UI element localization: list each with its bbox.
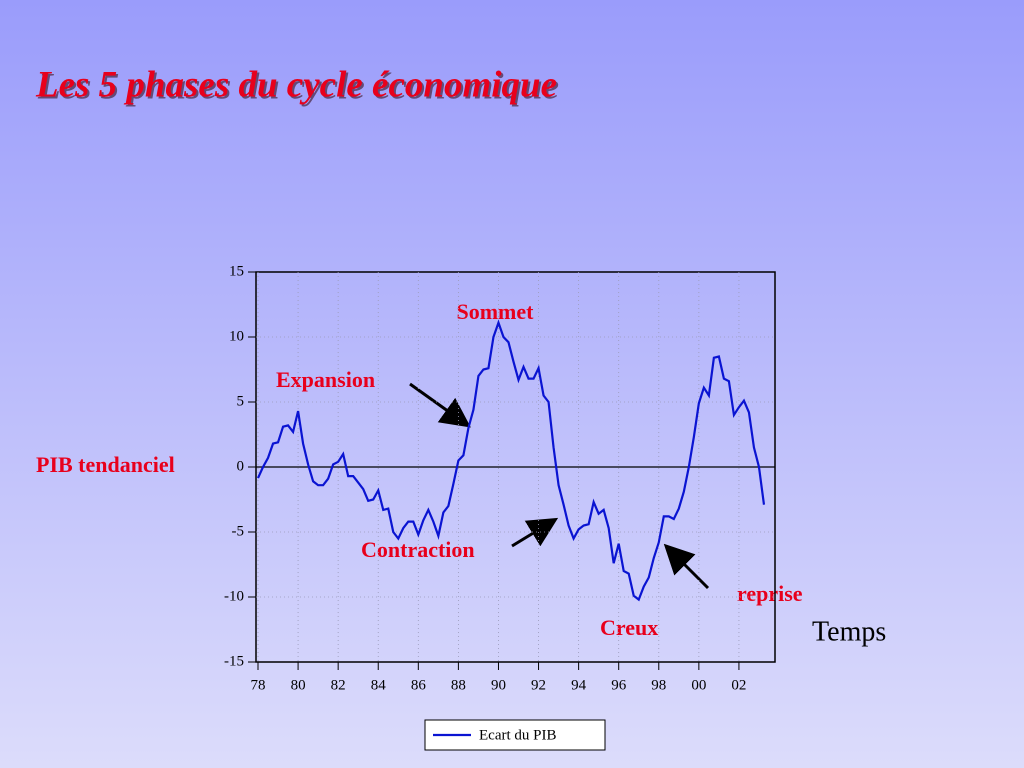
arrow	[663, 543, 710, 590]
x-tick-label: 80	[291, 677, 306, 693]
x-axis-label: Temps	[812, 616, 886, 647]
y-tick-label: 15	[229, 263, 244, 279]
annotation: Contraction	[361, 537, 475, 562]
y-tick-label: 5	[237, 393, 245, 409]
annotation: Creux	[600, 615, 658, 640]
x-tick-label: 00	[691, 677, 706, 693]
slide-title: Les 5 phases du cycle économique	[35, 64, 557, 105]
x-tick-label: 82	[331, 677, 346, 693]
x-tick-label: 84	[371, 677, 387, 693]
annotation: PIB tendanciel	[36, 452, 175, 477]
x-tick-label: 88	[451, 677, 466, 693]
x-tick-label: 02	[731, 677, 746, 693]
y-tick-label: 0	[237, 458, 245, 474]
x-tick-label: 94	[571, 677, 587, 693]
y-tick-label: -15	[224, 653, 244, 669]
x-tick-label: 98	[651, 677, 666, 693]
arrow	[511, 517, 559, 548]
y-tick-label: -10	[224, 588, 244, 604]
data-line	[257, 319, 766, 602]
slide-title-shadow: Les 5 phases du cycle économique	[37, 66, 559, 107]
arrow	[409, 382, 471, 428]
annotation: reprise	[737, 581, 803, 606]
x-tick-label: 86	[411, 677, 427, 693]
x-tick-label: 92	[531, 677, 546, 693]
y-tick-label: 10	[229, 328, 244, 344]
annotation: Sommet	[457, 299, 535, 324]
x-tick-label: 96	[611, 677, 627, 693]
y-tick-label: -5	[232, 523, 245, 539]
x-tick-label: 90	[491, 677, 506, 693]
annotation: Expansion	[276, 367, 375, 392]
x-tick-label: 78	[251, 677, 266, 693]
legend-label: Ecart du PIB	[479, 727, 556, 743]
